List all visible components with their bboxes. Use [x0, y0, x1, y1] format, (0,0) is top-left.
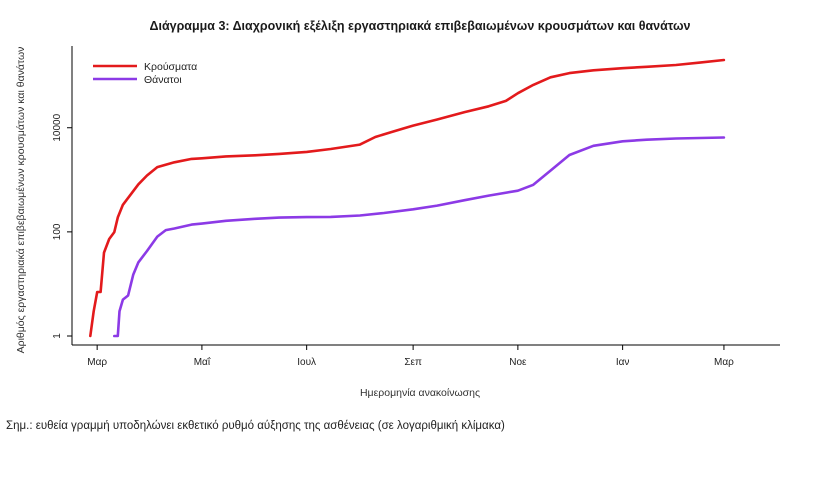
legend-label: Θάνατοι — [144, 74, 182, 86]
x-tick-label: Μαρ — [87, 357, 107, 368]
y-axis-label: Αριθμός εργαστηριακά επιβεβαιωμένων κρου… — [15, 47, 27, 354]
y-tick-label: 100 — [52, 223, 63, 240]
x-tick-label: Σεπ — [404, 357, 422, 368]
plot-area — [89, 58, 726, 338]
x-tick-label: Μαΐ — [194, 356, 211, 368]
y-axis: 1 100 10000 — [52, 46, 73, 345]
x-tick-label: Ιαν — [616, 357, 630, 368]
y-tick-label: 10000 — [52, 113, 63, 141]
x-tick-label: Μαρ — [714, 357, 734, 368]
legend-label: Κρούσματα — [144, 61, 197, 73]
chart: Διάγραμμα 3: Διαχρονική εξέλιξη εργαστηρ… — [15, 19, 780, 399]
series-line-cases — [89, 58, 726, 338]
footnote: Σημ.: ευθεία γραμμή υποδηλώνει εκθετικό … — [6, 420, 505, 432]
x-axis: Μαρ Μαΐ Ιουλ Σεπ Νοε Ιαν Μαρ — [72, 344, 780, 368]
x-tick-label: Ιουλ — [297, 357, 316, 368]
y-tick-label: 1 — [52, 333, 63, 339]
x-axis-label: Ημερομηνία ανακοίνωσης — [360, 387, 480, 399]
chart-title: Διάγραμμα 3: Διαχρονική εξέλιξη εργαστηρ… — [149, 19, 690, 33]
series-line-deaths — [113, 136, 726, 338]
x-tick-label: Νοε — [509, 357, 527, 368]
